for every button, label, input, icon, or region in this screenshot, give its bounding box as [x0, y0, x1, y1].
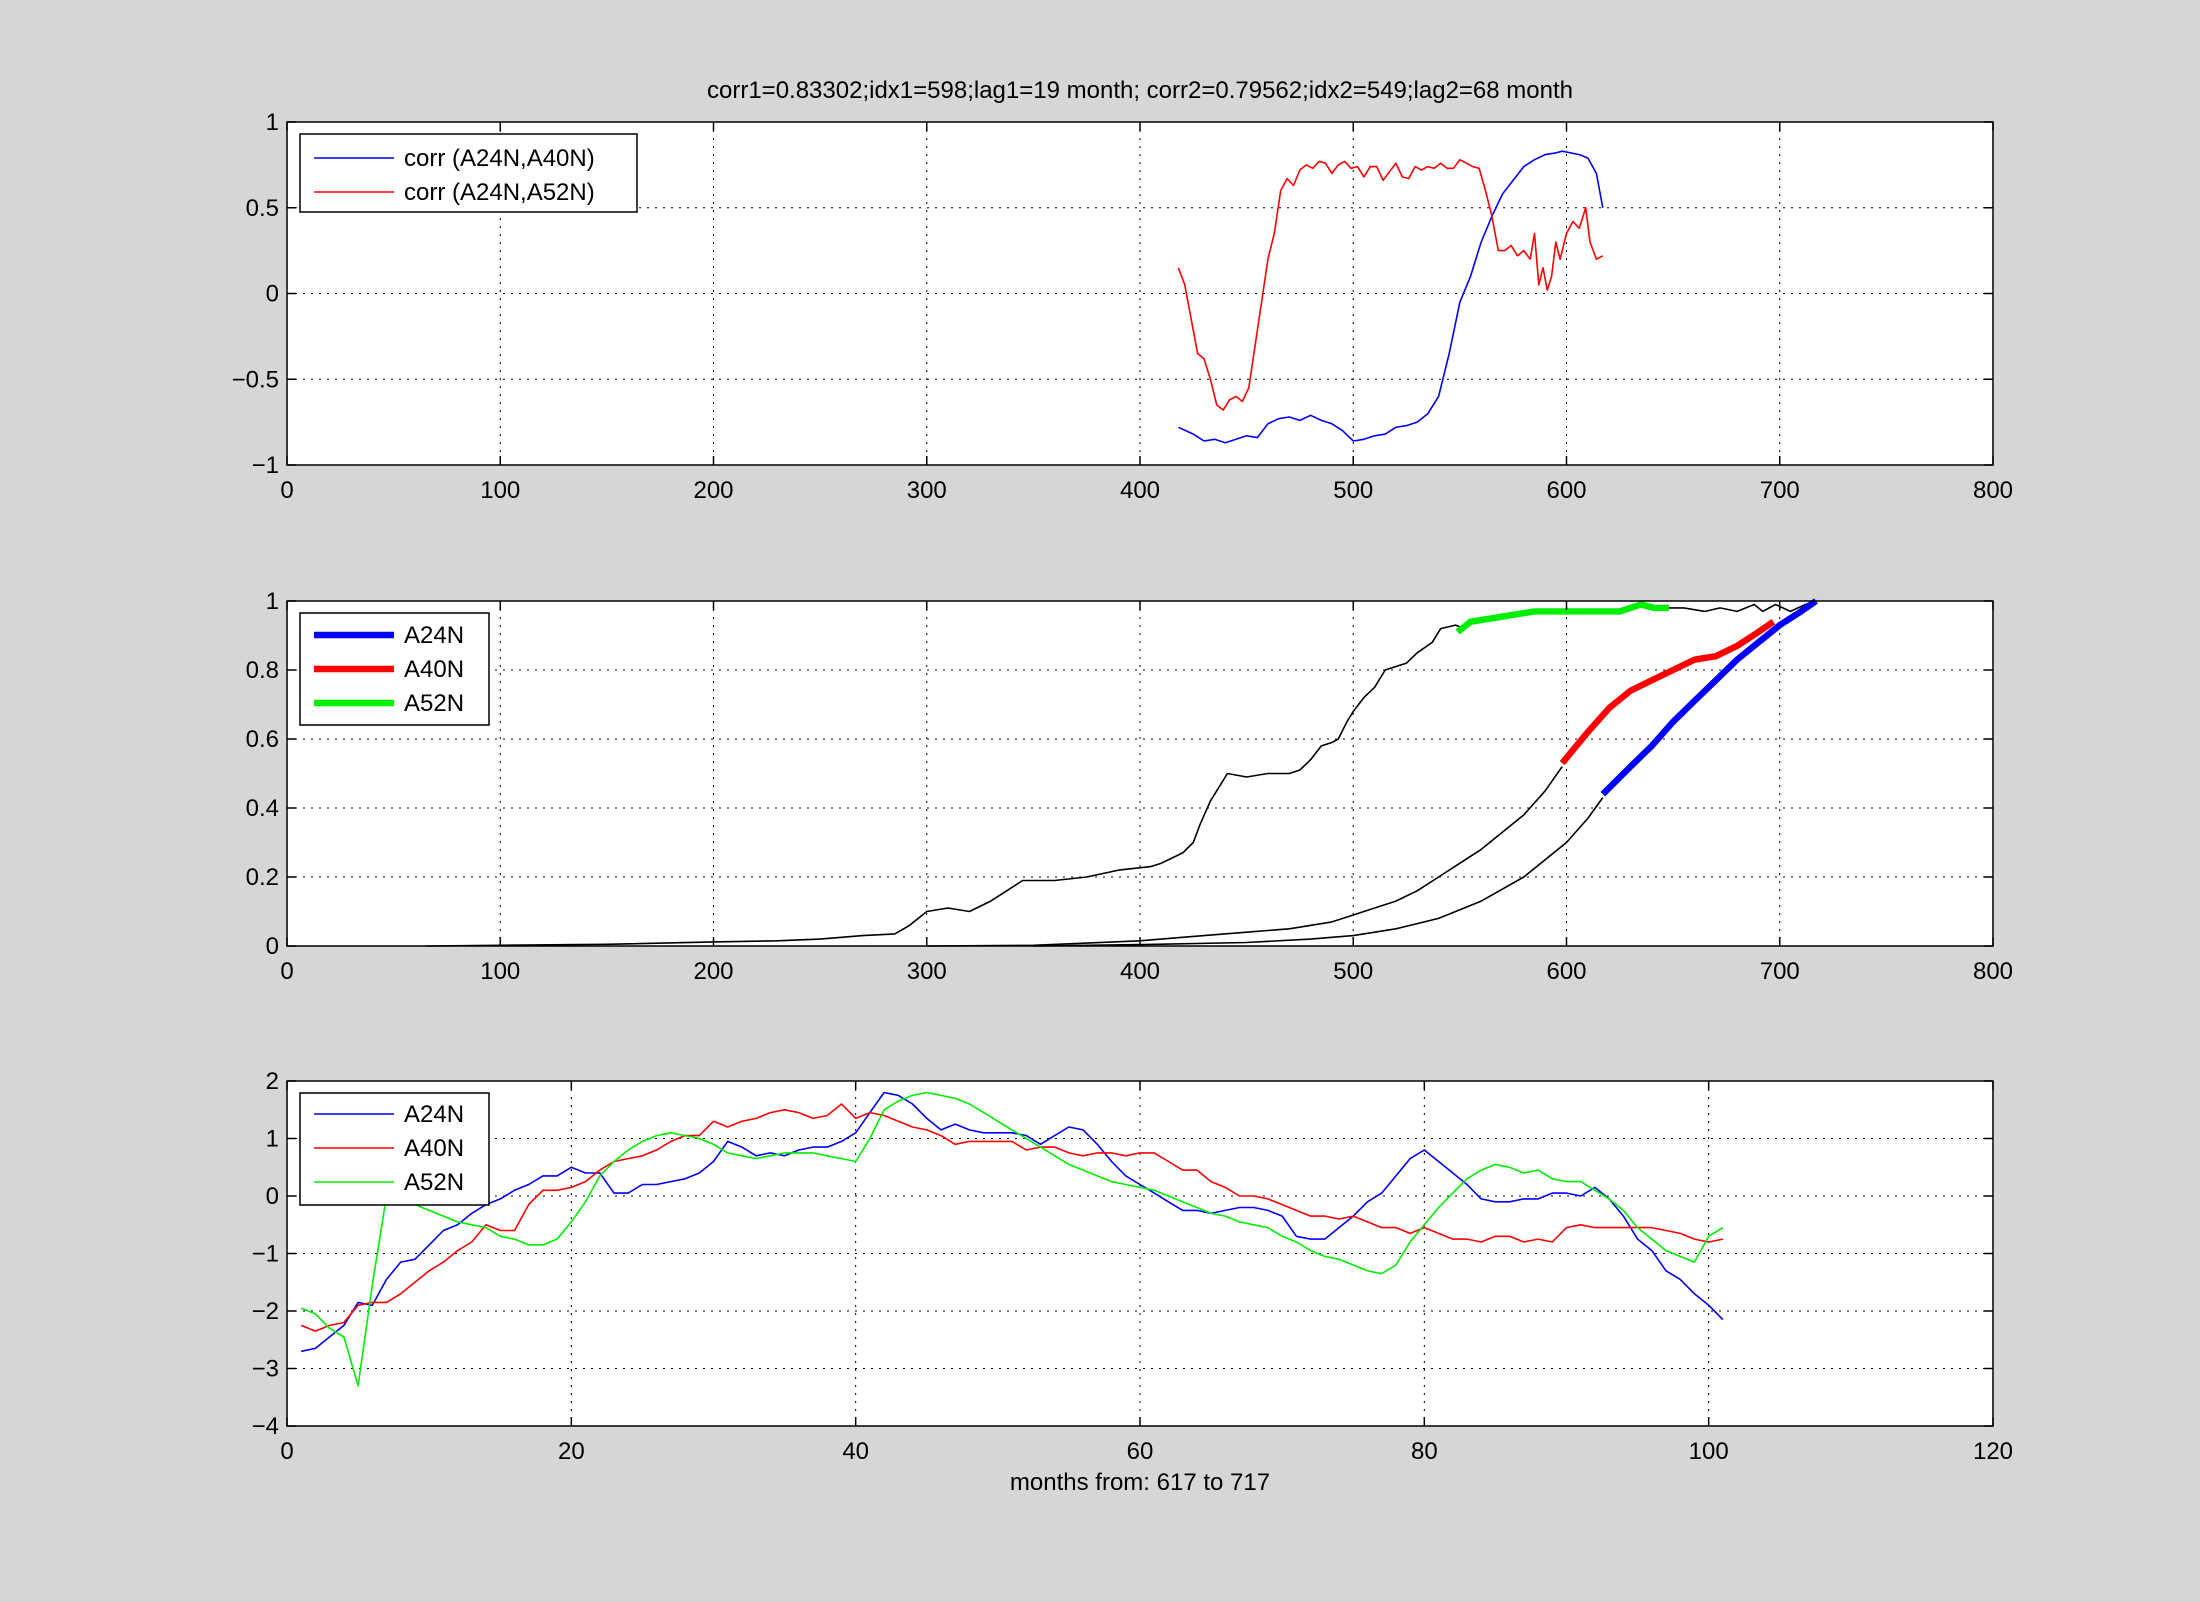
x-tick-label: 600 — [1546, 958, 1586, 985]
figure-title: corr1=0.83302;idx1=598;lag1=19 month; co… — [707, 77, 1573, 104]
plot-area — [287, 601, 1993, 946]
y-tick-label: −1 — [252, 1241, 279, 1268]
legend-label: A24N — [404, 1101, 464, 1128]
x-tick-label: 40 — [842, 1438, 869, 1465]
x-axis-label: months from: 617 to 717 — [1010, 1469, 1270, 1496]
x-tick-label: 0 — [280, 477, 293, 504]
legend-box — [299, 1092, 490, 1206]
series-line-unnamed-1 — [425, 624, 1465, 947]
y-tick-label: 0.8 — [246, 657, 279, 684]
legend-label: corr (A24N,A40N) — [404, 145, 595, 172]
x-tick-label: 120 — [1973, 1438, 2013, 1465]
series-line-unnamed-3 — [926, 766, 1563, 947]
y-tick-label: 2 — [266, 1068, 279, 1095]
subplots: 0 100 200 300 400 500 600 700 800−1−0.500.51corr… — [232, 109, 2013, 1465]
y-tick-label: 0.5 — [246, 195, 279, 222]
series-line-a24n — [301, 1091, 1724, 1353]
y-tick-label: 0.2 — [246, 864, 279, 891]
y-tick-label: 0.4 — [246, 795, 279, 822]
y-tick-label: 0.6 — [246, 726, 279, 753]
x-tick-label: 0 — [280, 1438, 293, 1465]
x-tick-label: 700 — [1760, 958, 1800, 985]
y-tick-label: 0 — [266, 933, 279, 960]
legend: A24N A40N A52N — [299, 1092, 490, 1206]
x-tick-label: 700 — [1760, 477, 1800, 504]
series-line-a40n — [300, 1103, 1724, 1332]
legend: corr (A24N,A40N) corr (A24N,A52N) — [299, 133, 638, 213]
y-tick-label: 0 — [266, 1183, 279, 1210]
x-tick-label: 300 — [907, 958, 947, 985]
x-tick-label: 200 — [693, 958, 733, 985]
x-tick-label: 500 — [1333, 477, 1373, 504]
x-tick-label: 400 — [1120, 958, 1160, 985]
x-tick-label: 60 — [1127, 1438, 1154, 1465]
y-tick-label: 1 — [266, 588, 279, 615]
legend-label: corr (A24N,A52N) — [404, 179, 595, 206]
series-line-a24n — [1600, 598, 1818, 797]
legend-box — [299, 133, 638, 213]
legend-label: A52N — [404, 1169, 464, 1196]
x-tick-label: 100 — [480, 958, 520, 985]
x-tick-label: 20 — [558, 1438, 585, 1465]
x-tick-label: 100 — [1689, 1438, 1729, 1465]
x-tick-label: 400 — [1120, 477, 1160, 504]
series-line-corr-a24n-a40n- — [1178, 150, 1604, 444]
x-tick-label: 80 — [1411, 1438, 1438, 1465]
legend-label: A40N — [404, 656, 464, 683]
series-line-a52n — [1455, 601, 1669, 635]
y-tick-label: 0 — [266, 281, 279, 308]
plot-area — [287, 1081, 1993, 1426]
legend-label: A40N — [404, 1135, 464, 1162]
legend-label: A52N — [404, 690, 464, 717]
y-tick-label: −1 — [252, 452, 279, 479]
y-tick-label: 1 — [266, 1126, 279, 1153]
x-tick-label: 0 — [280, 958, 293, 985]
x-tick-label: 100 — [480, 477, 520, 504]
legend: A24N A40N A52N — [299, 612, 490, 726]
x-tick-label: 500 — [1333, 958, 1373, 985]
subplot-3: 0 20 40 60 80 100 120 −4 −3 −2 −1 0 1 2 A24N A40N A52N — [252, 1068, 2013, 1465]
y-tick-label: −3 — [252, 1356, 279, 1383]
x-tick-label: 200 — [693, 477, 733, 504]
series-line-corr-a24n-a52n- — [1177, 158, 1604, 411]
series-line-a52n — [300, 1091, 1724, 1387]
series-line-a40n — [1559, 619, 1776, 766]
y-tick-label: −4 — [252, 1413, 279, 1440]
y-tick-label: −2 — [252, 1298, 279, 1325]
series-line-unnamed-4 — [1033, 797, 1604, 947]
x-tick-label: 300 — [907, 477, 947, 504]
legend-label: A24N — [404, 622, 464, 649]
x-tick-label: 800 — [1973, 477, 2013, 504]
series-line-unnamed-2 — [1668, 600, 1817, 613]
subplot-2: 0 100 200 300 400 500 600 700 80000.20.40.60.81A… — [246, 588, 2013, 985]
y-tick-label: −0.5 — [232, 366, 279, 393]
x-tick-label: 800 — [1973, 958, 2013, 985]
x-tick-label: 600 — [1546, 477, 1586, 504]
subplot-1: 0 100 200 300 400 500 600 700 800 −1 −0.5 0 0.5 1 corr… — [232, 109, 2013, 504]
y-tick-label: 1 — [266, 109, 279, 136]
